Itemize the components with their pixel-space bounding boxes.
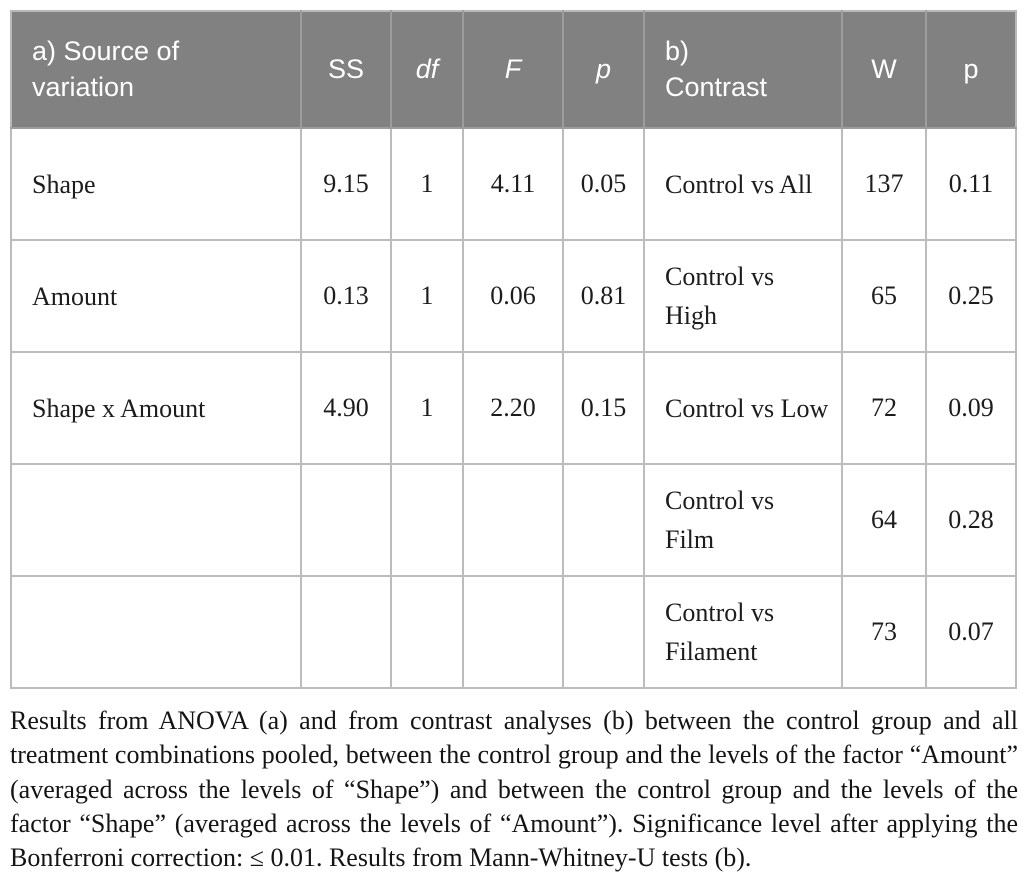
cell-contrast: Control vs Filament <box>643 575 843 689</box>
header-contrast: b) Contrast <box>643 10 843 129</box>
table-row: Control vs Film 64 0.28 <box>10 463 1017 577</box>
cell-source <box>10 575 302 689</box>
cell-df: 1 <box>390 351 464 465</box>
header-p-anova: p <box>562 10 645 129</box>
cell-source: Shape x Amount <box>10 351 302 465</box>
table-header: a) Source of variation SS df F p b) Cont… <box>10 10 1017 129</box>
header-row: a) Source of variation SS df F p b) Cont… <box>10 10 1017 129</box>
cell-source <box>10 463 302 577</box>
cell-ss: 9.15 <box>300 127 392 241</box>
cell-source: Amount <box>10 239 302 353</box>
table-caption: Results from ANOVA (a) and from contrast… <box>10 706 1018 873</box>
cell-pb: 0.07 <box>925 575 1017 689</box>
header-contrast-label: b) Contrast <box>665 36 768 102</box>
cell-contrast: Control vs Film <box>643 463 843 577</box>
cell-contrast: Control vs High <box>643 239 843 353</box>
cell-w: 65 <box>841 239 927 353</box>
header-ss: SS <box>300 10 392 129</box>
cell-w: 72 <box>841 351 927 465</box>
cell-ss: 4.90 <box>300 351 392 465</box>
table-row: Shape x Amount 4.90 1 2.20 0.15 Control … <box>10 351 1017 465</box>
cell-f: 2.20 <box>462 351 564 465</box>
cell-df: 1 <box>390 127 464 241</box>
table-row: Control vs Filament 73 0.07 <box>10 575 1017 689</box>
header-df: df <box>390 10 464 129</box>
cell-f: 4.11 <box>462 127 564 241</box>
cell-df <box>390 575 464 689</box>
cell-p: 0.15 <box>562 351 645 465</box>
header-f: F <box>462 10 564 129</box>
cell-w: 137 <box>841 127 927 241</box>
header-p-contrast: p <box>925 10 1017 129</box>
cell-w: 73 <box>841 575 927 689</box>
cell-f: 0.06 <box>462 239 564 353</box>
cell-pb: 0.28 <box>925 463 1017 577</box>
cell-pb: 0.09 <box>925 351 1017 465</box>
cell-pb: 0.25 <box>925 239 1017 353</box>
cell-p <box>562 463 645 577</box>
table-row: Amount 0.13 1 0.06 0.81 Control vs High … <box>10 239 1017 353</box>
header-source-label: a) Source of variation <box>32 36 180 102</box>
cell-p: 0.81 <box>562 239 645 353</box>
cell-contrast: Control vs Low <box>643 351 843 465</box>
cell-ss <box>300 575 392 689</box>
cell-df <box>390 463 464 577</box>
header-w: W <box>841 10 927 129</box>
table-row: Shape 9.15 1 4.11 0.05 Control vs All 13… <box>10 127 1017 241</box>
cell-ss: 0.13 <box>300 239 392 353</box>
cell-df: 1 <box>390 239 464 353</box>
cell-source: Shape <box>10 127 302 241</box>
cell-f <box>462 575 564 689</box>
cell-p <box>562 575 645 689</box>
cell-pb: 0.11 <box>925 127 1017 241</box>
anova-contrast-table: a) Source of variation SS df F p b) Cont… <box>10 10 1017 689</box>
cell-w: 64 <box>841 463 927 577</box>
cell-f <box>462 463 564 577</box>
cell-p: 0.05 <box>562 127 645 241</box>
cell-contrast: Control vs All <box>643 127 843 241</box>
cell-ss <box>300 463 392 577</box>
table-body: Shape 9.15 1 4.11 0.05 Control vs All 13… <box>10 127 1017 689</box>
header-source-of-variation: a) Source of variation <box>10 10 302 129</box>
